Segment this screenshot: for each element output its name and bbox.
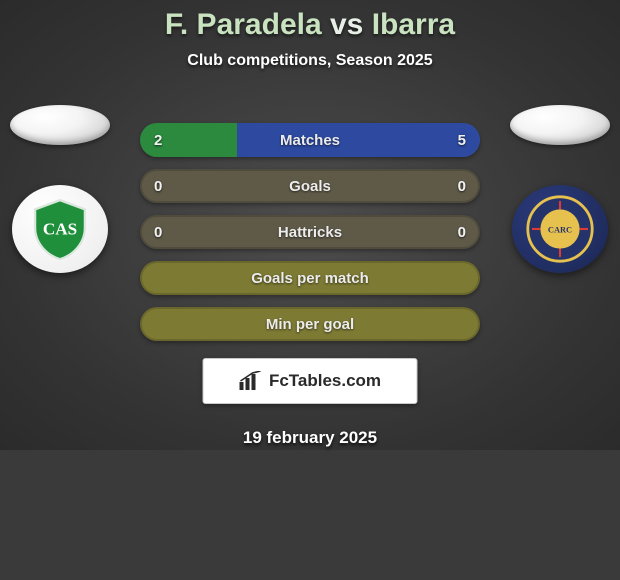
comparison-card: F. Paradela vs Ibarra Club competitions,… [0,0,620,450]
title-mid: vs [322,8,372,41]
stat-row: Min per goal [140,307,480,341]
stat-fill-right [237,123,480,157]
stat-label: Min per goal [266,316,354,333]
stat-label: Hattricks [278,224,342,241]
stat-label: Goals [289,178,331,195]
stat-label: Goals per match [251,270,369,287]
date-label: 19 february 2025 [0,428,620,448]
brand-chart-icon [239,371,263,391]
stat-value-right: 0 [458,178,466,195]
stat-row: 0 0 Hattricks [140,215,480,249]
left-flag-icon [10,105,110,145]
right-column: CARC [500,105,620,273]
left-column: CAS [0,105,120,273]
right-flag-icon [510,105,610,145]
stat-label: Matches [280,132,340,149]
stat-value-right: 0 [458,224,466,241]
stat-value-left: 2 [154,132,162,149]
stat-row: 2 5 Matches [140,123,480,157]
svg-text:CARC: CARC [548,226,572,235]
columns: CAS 2 5 Matches 0 0 Goals 0 0 Hattricks Goals per… [0,105,620,341]
stat-value-left: 0 [154,224,162,241]
title-right: Ibarra [372,8,455,41]
brand-text: FcTables.com [269,371,381,391]
stat-row: 0 0 Goals [140,169,480,203]
stat-rows: 2 5 Matches 0 0 Goals 0 0 Hattricks Goals per mat… [140,123,480,341]
svg-text:CAS: CAS [43,219,77,238]
stat-value-right: 5 [458,132,466,149]
left-club-crest-icon: CAS [12,185,108,273]
subtitle: Club competitions, Season 2025 [0,52,620,70]
title-left: F. Paradela [165,8,322,41]
brand-box[interactable]: FcTables.com [203,358,418,404]
stat-row: Goals per match [140,261,480,295]
stat-value-left: 0 [154,178,162,195]
page-title: F. Paradela vs Ibarra [0,8,620,42]
right-club-crest-icon: CARC [512,185,608,273]
